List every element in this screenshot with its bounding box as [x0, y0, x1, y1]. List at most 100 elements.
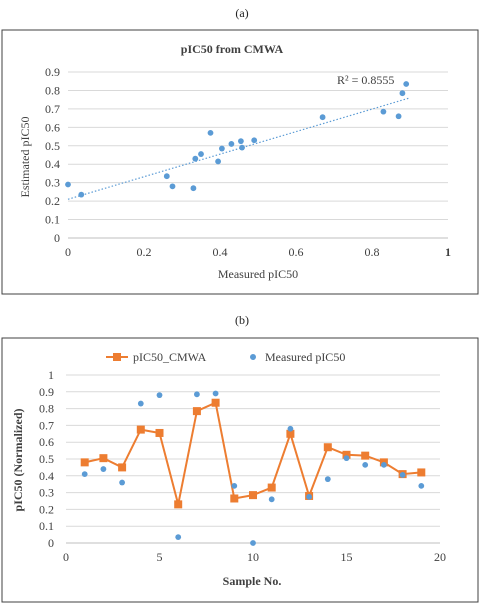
- chart-a-xlabel: Measured pIC50: [218, 267, 298, 281]
- chart-b-measured-point: [306, 493, 312, 500]
- chart-b-measured-point: [175, 534, 182, 541]
- chart-b-measured-point: [81, 471, 88, 478]
- chart-a-y-tick-label: 0.7: [45, 102, 60, 116]
- chart-b-y-tick-label: 0.6: [39, 435, 54, 449]
- chart-a-x-ticks: 0 0.2 0.4 0.6 0.8 1: [65, 245, 451, 259]
- chart-a-data-point: [395, 113, 402, 120]
- chart-a-data-point: [399, 90, 406, 97]
- chart-a-y-tick-label: 0.1: [45, 213, 60, 227]
- panel-label-b: (b): [235, 313, 249, 327]
- chart-a-data-point: [380, 108, 387, 115]
- chart-b-x-tick-label: 15: [341, 550, 353, 564]
- chart-a-x-tick-label: 0: [65, 245, 71, 259]
- chart-b-measured-point: [231, 482, 238, 489]
- panel-label-a: (a): [235, 6, 248, 20]
- chart-b-cmwa-point: [136, 425, 145, 434]
- chart-a-data-point: [319, 114, 326, 121]
- chart-b-y-tick-label: 0.5: [39, 452, 54, 466]
- chart-b-x-tick-label: 20: [434, 550, 446, 564]
- chart-b-series-measured-markers: [81, 390, 425, 546]
- chart-b-cmwa-point: [118, 463, 127, 472]
- chart-b-xlabel: Sample No.: [223, 574, 282, 588]
- chart-a-y-tick-label: 0.3: [45, 176, 60, 190]
- chart-b-measured-point: [119, 479, 125, 486]
- legend-label-measured: Measured pIC50: [265, 350, 345, 364]
- chart-b-cmwa-point: [211, 398, 220, 407]
- chart-a-y-ticks: 0 0.1 0.2 0.3 0.4 0.5 0.6 0.7 0.8 0.9: [45, 65, 60, 245]
- chart-b-cmwa-point: [192, 407, 201, 416]
- chart-a-y-tick-label: 0.9: [45, 65, 60, 79]
- chart-b-measured-point: [212, 390, 219, 397]
- chart-a-y-tick-label: 0.8: [45, 83, 60, 97]
- chart-b-cmwa-point: [323, 443, 332, 452]
- chart-b-cmwa-point: [230, 494, 239, 503]
- legend-label-cmwa: pIC50_CMWA: [133, 350, 207, 364]
- legend-marker-measured: [250, 354, 256, 360]
- chart-a-y-tick-label: 0: [54, 231, 60, 245]
- chart-a-data-point: [228, 141, 235, 147]
- chart-b-y-tick-label: 0.4: [39, 469, 54, 483]
- chart-a-points: [65, 81, 410, 198]
- chart-b-cmwa-point: [342, 450, 351, 459]
- chart-a-data-point: [198, 151, 204, 157]
- chart-b-y-tick-label: 0.3: [39, 486, 54, 500]
- chart-a-data-point: [192, 155, 199, 162]
- chart-b-measured-point: [399, 472, 406, 478]
- chart-b-cmwa-point: [286, 429, 295, 438]
- chart-a-x-tick-label: 1: [445, 245, 451, 259]
- chart-a-x-tick-label: 0.4: [213, 245, 228, 259]
- chart-b-x-ticks: 0 5 10 15 20: [63, 550, 446, 564]
- chart-a-r2-annotation: R² = 0.8555: [337, 73, 394, 87]
- chart-b-measured-point: [381, 461, 387, 468]
- chart-a-data-point: [207, 129, 214, 136]
- chart-a-data-point: [239, 144, 245, 151]
- chart-a-data-point: [65, 181, 71, 188]
- chart-b-measured-point: [268, 496, 275, 503]
- chart-b-measured-point: [362, 461, 369, 468]
- chart-b-y-tick-label: 0.7: [39, 418, 54, 432]
- chart-a-data-point: [403, 81, 410, 87]
- chart-b-y-tick-label: 0.1: [39, 519, 54, 533]
- chart-b-measured-point: [100, 466, 107, 472]
- chart-a-title: pIC50 from CMWA: [181, 42, 284, 56]
- chart-b-cmwa-point: [361, 451, 370, 460]
- chart-a-x-tick-label: 0.6: [289, 245, 304, 259]
- chart-b-cmwa-point: [417, 468, 426, 477]
- chart-b-cmwa-point: [249, 491, 257, 500]
- chart-b-y-tick-label: 0: [48, 536, 54, 550]
- chart-b-cmwa-point: [155, 428, 164, 437]
- chart-a-border: [1, 29, 479, 295]
- chart-a-x-tick-label: 0.2: [137, 245, 152, 259]
- chart-a-y-tick-label: 0.5: [45, 139, 60, 153]
- legend-marker-cmwa: [113, 353, 121, 361]
- chart-b-measured-point: [287, 425, 294, 432]
- chart-b-y-ticks: 0 0.1 0.2 0.3 0.4 0.5 0.6 0.7 0.8 0.9 1: [39, 368, 54, 550]
- chart-b-y-tick-label: 0.9: [39, 385, 54, 399]
- chart-a-data-point: [251, 137, 258, 144]
- chart-a-data-point: [163, 173, 170, 180]
- chart-a-y-tick-label: 0.6: [45, 120, 60, 134]
- chart-a-data-point: [78, 191, 85, 198]
- chart-b-cmwa-point: [80, 458, 89, 467]
- chart-b-measured-point: [250, 540, 256, 546]
- chart-b-series-cmwa-markers: [80, 398, 426, 509]
- chart-a-data-point: [219, 145, 225, 152]
- chart-b-x-tick-label: 10: [247, 550, 259, 564]
- chart-a-x-tick-label: 0.8: [365, 245, 380, 259]
- panel-a: (a) pIC50 from CMWA Estimated pIC50 Meas…: [1, 6, 479, 295]
- chart-a-data-point: [169, 183, 176, 190]
- chart-b-cmwa-point: [267, 483, 276, 492]
- chart-b-x-tick-label: 0: [63, 550, 69, 564]
- chart-b-y-tick-label: 0.2: [39, 502, 54, 516]
- chart-b-measured-point: [194, 391, 200, 398]
- chart-a-gridlines: [68, 71, 448, 239]
- chart-b-x-tick-label: 5: [157, 550, 163, 564]
- chart-b-y-tick-label: 0.8: [39, 402, 54, 416]
- chart-b-border: [1, 337, 479, 603]
- chart-a-y-tick-label: 0.2: [45, 194, 60, 208]
- chart-a-data-point: [190, 185, 197, 192]
- chart-b-measured-point: [324, 476, 331, 483]
- chart-b-measured-point: [343, 455, 350, 462]
